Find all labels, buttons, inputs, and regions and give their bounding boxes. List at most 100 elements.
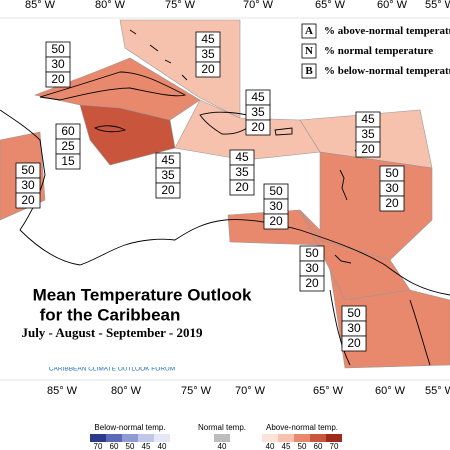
prob-cell — [341, 335, 367, 352]
graticule — [0, 17, 450, 381]
colorbar-swatch — [294, 434, 310, 442]
prob-cell — [299, 275, 325, 292]
key-letter: N — [305, 45, 313, 57]
prob-value: 50 — [347, 306, 361, 320]
lon-label: 60° W — [377, 0, 408, 11]
lon-label: 55° W — [425, 385, 450, 397]
key-letter-box — [301, 23, 317, 39]
lon-label: 65° W — [315, 0, 346, 11]
logo-caption: CARIBBEAN CLIMATE OUTLOOK FORUM — [49, 366, 175, 373]
colorbar-value: 50 — [126, 442, 135, 450]
prob-value: 25 — [61, 139, 75, 153]
prob-value: 35 — [201, 47, 215, 61]
prob-value: 30 — [305, 261, 319, 275]
prob-value: 20 — [251, 120, 265, 134]
lon-label: 80° W — [95, 0, 126, 11]
prob-value: 30 — [21, 178, 35, 192]
prob-value: 35 — [361, 127, 375, 141]
prob-value: 20 — [161, 183, 175, 197]
lon-label: 85° W — [25, 0, 56, 11]
prob-value: 45 — [251, 90, 265, 104]
prob-cell — [45, 71, 71, 88]
colorbar-swatch — [154, 434, 170, 442]
prob-cell — [263, 213, 289, 230]
key-text: % above-normal temperature — [324, 25, 450, 37]
colorbar-value: 45 — [142, 442, 151, 450]
lon-label: 80° W — [111, 385, 142, 397]
colorbar-value: 70 — [330, 442, 339, 450]
prob-cell — [55, 153, 81, 170]
prob-value: 20 — [361, 142, 375, 156]
subtitle: for the Caribbean — [40, 305, 181, 324]
prob-value: 35 — [161, 168, 175, 182]
lon-label: 75° W — [165, 0, 196, 11]
colorbar-title: Normal temp. — [198, 423, 246, 432]
prob-value: 30 — [385, 181, 399, 195]
lon-label: 70° W — [235, 385, 266, 397]
outlook-region — [319, 151, 433, 261]
lon-label: 85° W — [47, 385, 78, 397]
colorbar-swatch — [122, 434, 138, 442]
prob-cell — [229, 179, 255, 196]
prob-value: 50 — [385, 166, 399, 180]
colorbar-swatch — [138, 434, 154, 442]
colorbar-value: 60 — [110, 442, 119, 450]
prob-value: 20 — [269, 214, 283, 228]
prob-value: 30 — [269, 199, 283, 213]
period: July - August - September - 2019 — [21, 325, 203, 340]
colorbar-swatch — [326, 434, 342, 442]
prob-value: 20 — [385, 196, 399, 210]
logo — [48, 341, 176, 367]
prob-value: 50 — [269, 184, 283, 198]
prob-cell — [195, 61, 221, 78]
colorbar-value: 70 — [94, 442, 103, 450]
lon-label: 65° W — [313, 385, 344, 397]
prob-value: 20 — [305, 276, 319, 290]
prob-value: 45 — [161, 153, 175, 167]
prob-cell — [15, 192, 41, 209]
prob-value: 20 — [201, 62, 215, 76]
prob-value: 45 — [235, 150, 249, 164]
prob-value: 60 — [61, 124, 75, 138]
colorbar-value: 45 — [282, 442, 291, 450]
key-text: % normal temperature — [324, 45, 433, 57]
lon-label: 55° W — [425, 0, 450, 11]
prob-value: 30 — [51, 57, 65, 71]
prob-value: 30 — [347, 321, 361, 335]
prob-value: 45 — [361, 112, 375, 126]
prob-value: 15 — [61, 154, 75, 168]
colorbar-value: 40 — [218, 442, 227, 450]
colorbar-swatch — [262, 434, 278, 442]
lon-label: 70° W — [243, 0, 274, 11]
colorbar-swatch — [278, 434, 294, 442]
colorbar-swatch — [90, 434, 106, 442]
lon-label: 60° W — [375, 385, 406, 397]
prob-cell — [155, 182, 181, 199]
outlook-region — [79, 104, 176, 166]
key-letter: A — [305, 25, 313, 37]
colorbar-value: 40 — [158, 442, 167, 450]
prob-cell — [379, 195, 405, 212]
key-letter: B — [305, 65, 313, 77]
prob-value: 50 — [51, 42, 65, 56]
key-letter-box — [301, 63, 317, 79]
colorbar-title: Below-normal temp. — [94, 423, 165, 432]
key-letter-box — [301, 43, 317, 59]
logo-box — [48, 341, 176, 367]
key-text: % below-normal temperature — [324, 65, 450, 77]
prob-value: 35 — [235, 165, 249, 179]
prob-value: 20 — [235, 180, 249, 194]
colorbar-title: Above-normal temp. — [266, 423, 338, 432]
prob-value: 50 — [305, 246, 319, 260]
prob-cell — [245, 119, 271, 136]
prob-value: 20 — [347, 336, 361, 350]
lon-label: 75° W — [181, 385, 212, 397]
prob-value: 20 — [21, 193, 35, 207]
title: Mean Temperature Outlook — [33, 285, 252, 304]
colorbar-swatch — [214, 434, 230, 442]
prob-cell — [355, 141, 381, 158]
colorbar-swatch — [310, 434, 326, 442]
prob-value: 35 — [251, 105, 265, 119]
colorbar-value: 40 — [266, 442, 275, 450]
